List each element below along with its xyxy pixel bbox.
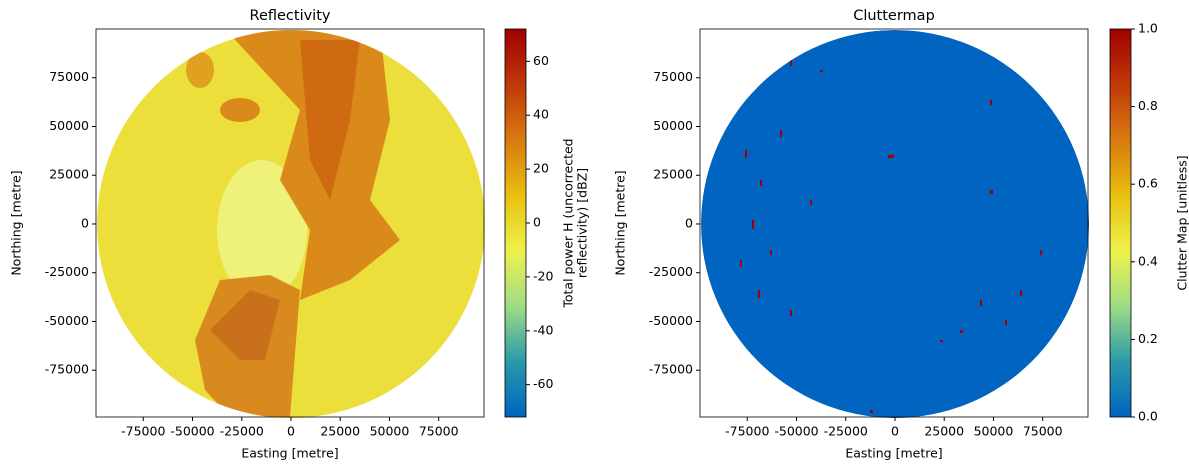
chart-title: Reflectivity <box>250 8 331 24</box>
colorbar-label: Total power H (uncorrected <box>561 138 576 308</box>
y-tick-label: -75000 <box>45 362 89 377</box>
colorbar-tick-label: 0.2 <box>1138 331 1158 346</box>
y-tick-label: 50000 <box>49 118 89 133</box>
y-axis-label: Northing [metre] <box>9 170 24 275</box>
field-echo <box>186 52 214 88</box>
colorbar-tick-label: 0.6 <box>1138 176 1158 191</box>
radar-field <box>97 29 485 418</box>
colorbar-tick-label: -20 <box>533 268 553 283</box>
colorbar-tick-label: -40 <box>533 322 553 337</box>
colorbar-tick-label: 0.0 <box>1138 409 1158 424</box>
x-tick-label: -75000 <box>725 424 769 439</box>
x-tick-label: -75000 <box>121 424 165 439</box>
x-tick-label: 50000 <box>974 424 1014 439</box>
x-tick-label: -25000 <box>824 424 868 439</box>
field-background <box>701 30 1089 418</box>
colorbar-tick-label: 20 <box>533 161 549 176</box>
x-tick-label: -50000 <box>170 424 214 439</box>
y-tick-label: -25000 <box>649 264 693 279</box>
y-tick-label: 0 <box>81 215 89 230</box>
y-tick-label: -50000 <box>45 313 89 328</box>
field-echo <box>220 98 260 122</box>
colorbar-label: Clutter Map [unitless] <box>1175 155 1189 290</box>
y-tick-label: -25000 <box>45 264 89 279</box>
y-tick-label: 0 <box>685 215 693 230</box>
y-tick-label: 50000 <box>653 118 693 133</box>
colorbar-tick-label: 1.0 <box>1138 21 1158 36</box>
chart-title: Cluttermap <box>853 8 935 24</box>
y-tick-label: -75000 <box>649 362 693 377</box>
x-tick-label: 50000 <box>370 424 410 439</box>
y-tick-label: 75000 <box>653 69 693 84</box>
clutter-field <box>701 30 1089 418</box>
colorbar-tick-label: 0.4 <box>1138 253 1158 268</box>
x-tick-label: 25000 <box>320 424 360 439</box>
colorbar <box>505 29 526 417</box>
colorbar-label: reflectivity) [dBZ] <box>575 168 590 278</box>
y-tick-label: 25000 <box>49 167 89 182</box>
x-tick-label: 25000 <box>924 424 964 439</box>
colorbar-tick-label: 0.8 <box>1138 98 1158 113</box>
y-tick-label: 75000 <box>49 69 89 84</box>
x-tick-label: -50000 <box>774 424 818 439</box>
colorbar-tick-label: -60 <box>533 376 553 391</box>
x-tick-label: 0 <box>891 424 899 439</box>
x-axis-label: Easting [metre] <box>845 446 942 461</box>
y-axis-label: Northing [metre] <box>613 170 628 275</box>
y-tick-label: -50000 <box>649 313 693 328</box>
colorbar-tick-label: 40 <box>533 107 549 122</box>
colorbar-tick-label: 60 <box>533 53 549 68</box>
x-tick-label: -25000 <box>220 424 264 439</box>
x-axis-label: Easting [metre] <box>241 446 338 461</box>
x-tick-label: 75000 <box>419 424 459 439</box>
y-tick-label: 25000 <box>653 167 693 182</box>
colorbar <box>1110 29 1131 417</box>
colorbar-tick-label: 0 <box>533 215 541 230</box>
x-tick-label: 75000 <box>1023 424 1063 439</box>
x-tick-label: 0 <box>287 424 295 439</box>
